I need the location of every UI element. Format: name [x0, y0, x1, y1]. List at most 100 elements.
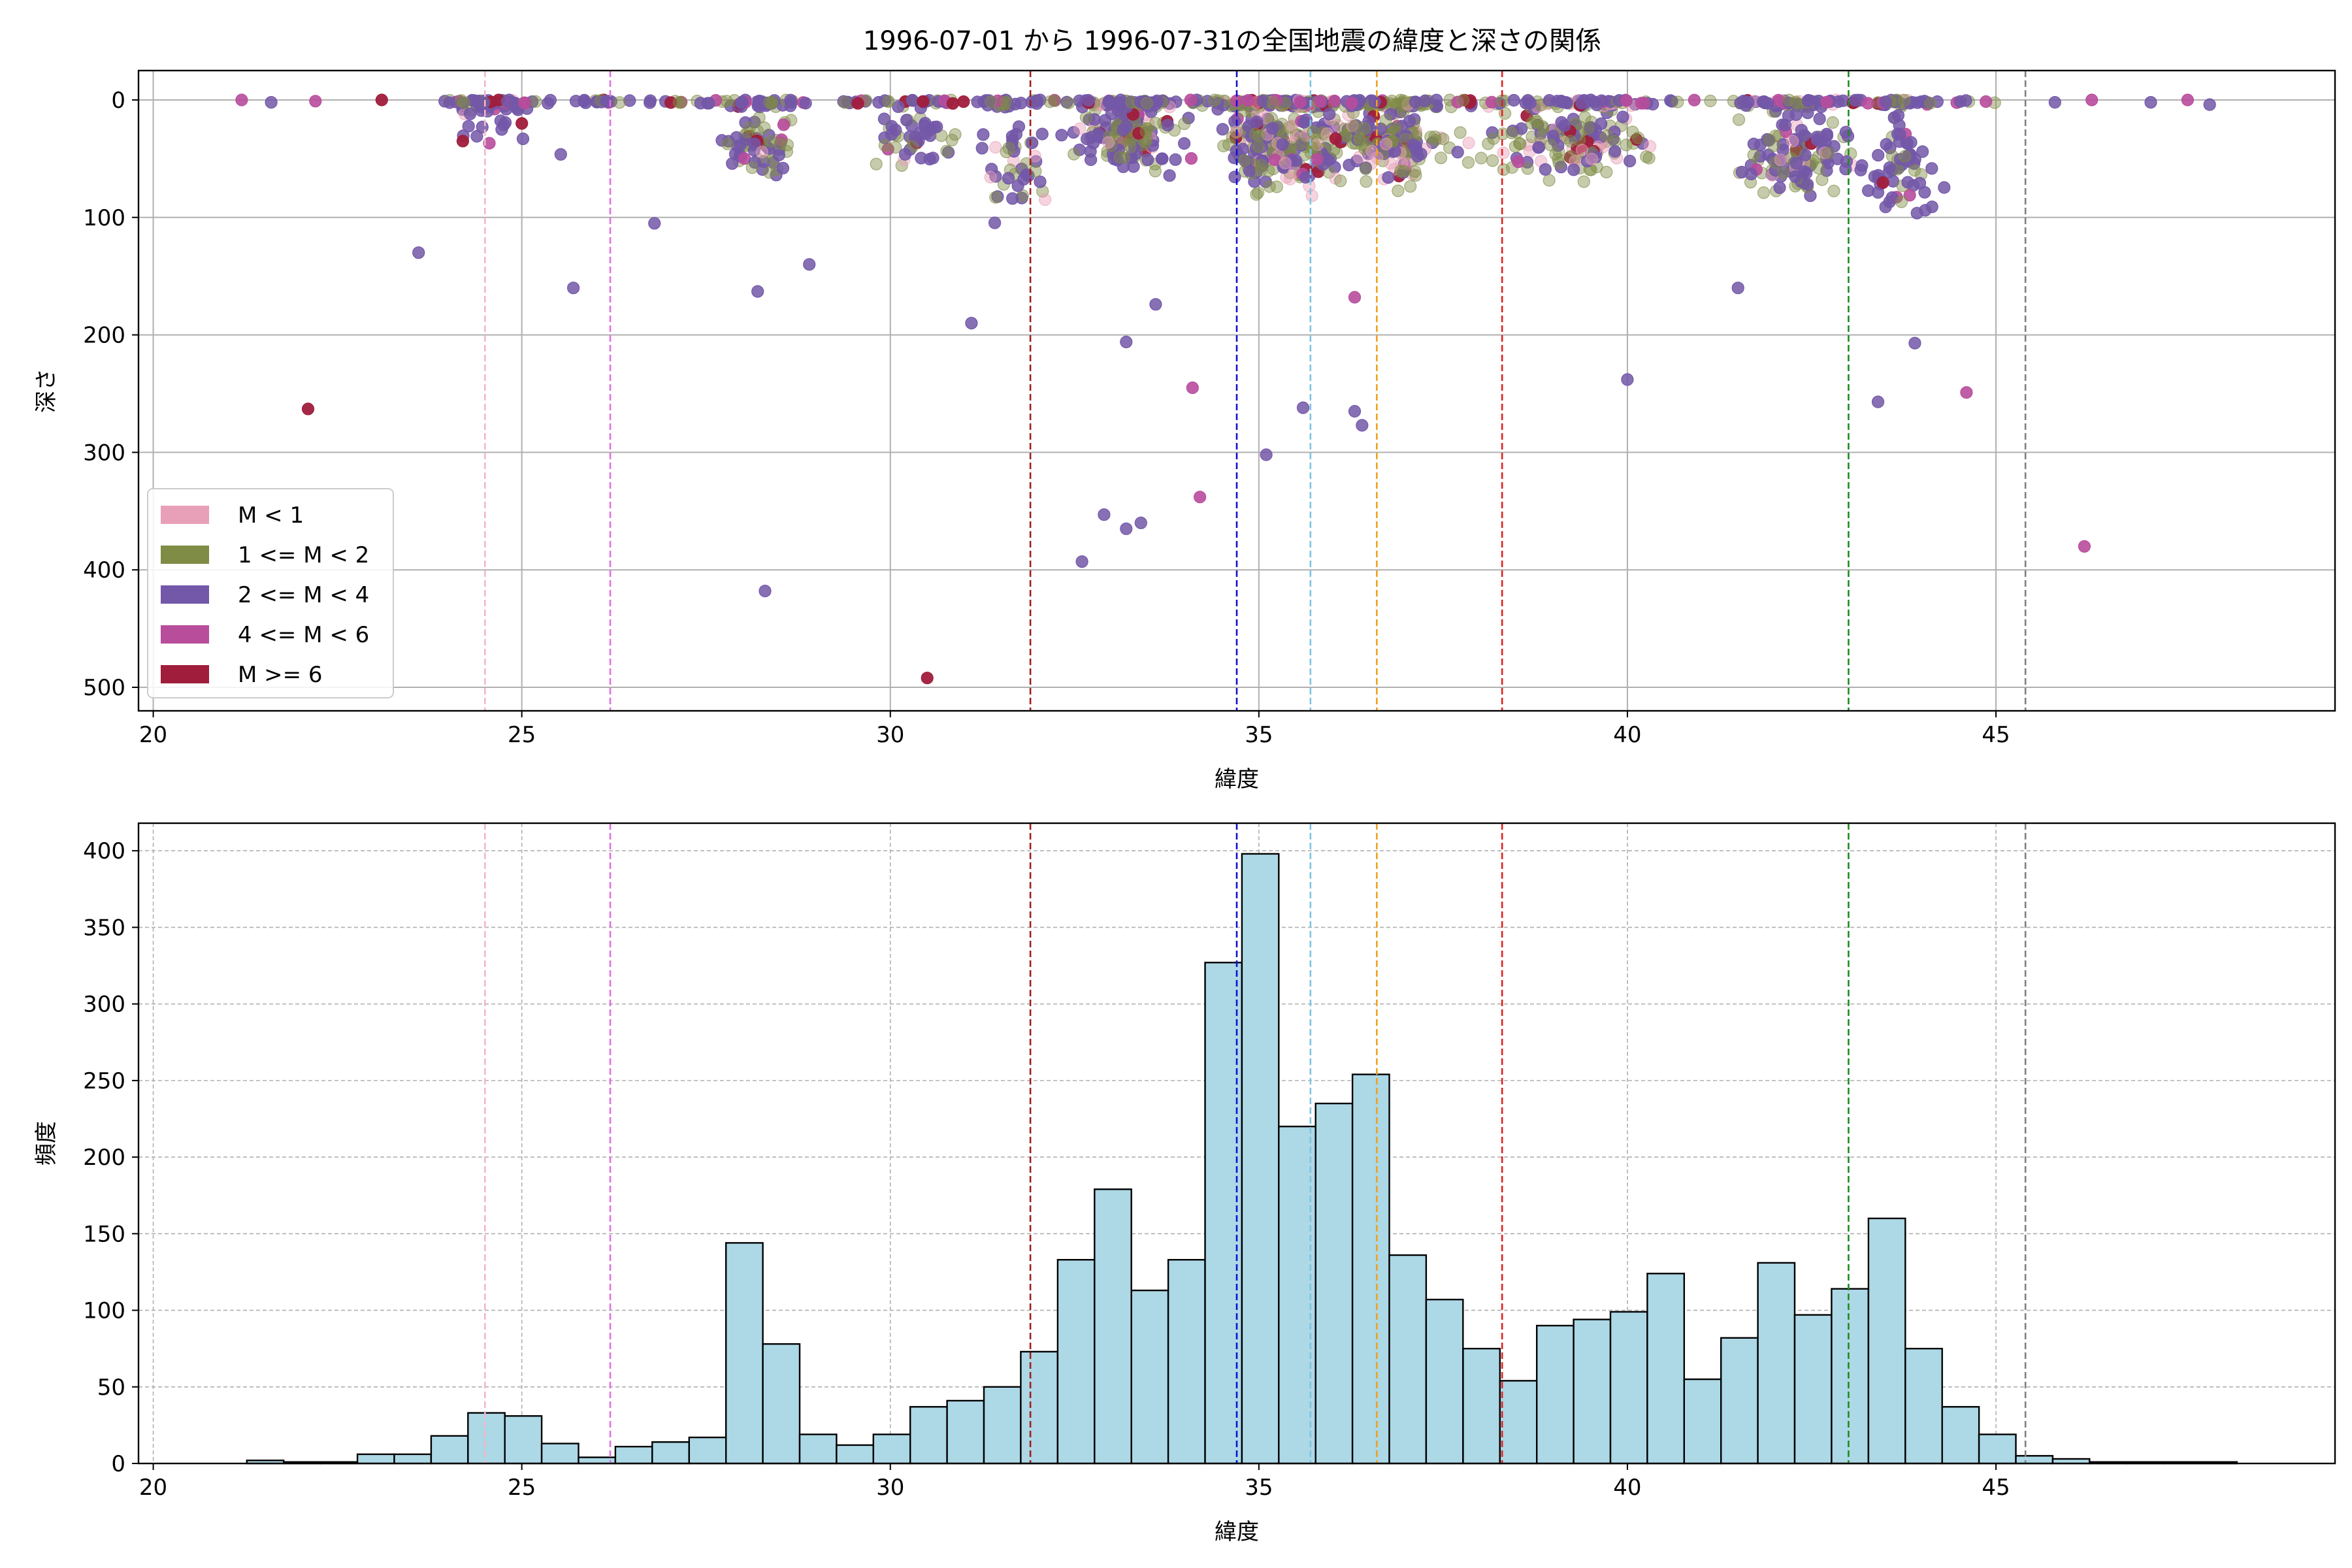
scatter-point: [1163, 169, 1176, 182]
scatter-point: [1818, 146, 1831, 159]
scatter-point: [1777, 167, 1790, 180]
scatter-point: [772, 148, 786, 161]
scatter-point: [803, 258, 816, 271]
histogram-bar: [1867, 1217, 1906, 1465]
scatter-point: [1908, 164, 1921, 177]
histogram-bar: [393, 1453, 433, 1465]
scatter-point: [1266, 97, 1280, 110]
scatter-point: [1396, 157, 1409, 170]
scatter-point: [1812, 161, 1825, 174]
histogram-bar: [356, 1453, 395, 1465]
scatter-point: [1600, 165, 1613, 178]
scatter-point: [375, 93, 388, 106]
histogram-bar: [430, 1435, 469, 1465]
scatter-point: [924, 123, 937, 136]
scatter-point: [1193, 491, 1207, 504]
scatter-point: [1250, 188, 1263, 201]
histogram-bar: [2015, 1455, 2054, 1465]
scatter-point: [1002, 142, 1015, 155]
scatter-point: [1260, 448, 1273, 461]
scatter-point: [1879, 201, 1892, 214]
scatter-y-tick-label: 0: [111, 88, 125, 114]
scatter-point: [1161, 119, 1175, 132]
scatter-point: [755, 146, 768, 159]
histogram-y-axis-label: 頻度: [33, 1121, 59, 1166]
legend-swatch: [161, 546, 209, 564]
scatter-point: [1742, 96, 1755, 109]
scatter-point: [2203, 98, 2216, 111]
scatter-point: [554, 148, 567, 161]
scatter-point: [764, 135, 777, 148]
scatter-point: [1903, 189, 1916, 202]
scatter-point: [1120, 522, 1133, 535]
scatter-point: [1382, 171, 1395, 184]
scatter-x-tick-label: 45: [1982, 722, 2010, 748]
histogram-x-tick-label: 35: [1245, 1475, 1273, 1501]
scatter-point: [648, 217, 661, 230]
histogram-y-tick-label: 200: [83, 1145, 125, 1171]
scatter-point: [1055, 129, 1068, 142]
chart-title: 1996-07-01 から 1996-07-31の全国地震の緯度と深さの関係: [863, 26, 1601, 56]
scatter-point: [1463, 96, 1477, 109]
scatter-point: [1236, 142, 1249, 155]
scatter-point: [838, 96, 852, 109]
scatter-point: [776, 161, 790, 174]
scatter-point: [1228, 115, 1241, 128]
histogram-bar: [725, 1242, 764, 1465]
histogram-bar: [946, 1399, 985, 1465]
histogram-bar: [1204, 962, 1243, 1465]
histogram-bar: [1462, 1347, 1501, 1465]
scatter-point: [777, 118, 791, 131]
scatter-point: [1798, 165, 1811, 178]
scatter-point: [672, 96, 686, 109]
histogram-frame: [137, 822, 2336, 1465]
histogram-bar: [798, 1433, 838, 1465]
scatter-point: [1002, 172, 1015, 185]
scatter-point: [1254, 163, 1267, 176]
scatter-point: [917, 95, 930, 108]
legend-label: 4 <= M < 6: [238, 622, 369, 648]
scatter-point: [1263, 180, 1276, 193]
scatter-point: [762, 166, 776, 179]
histogram-y-tick-label: 250: [83, 1068, 125, 1094]
histogram-y-tick-label: 100: [83, 1298, 125, 1324]
scatter-point: [1124, 140, 1137, 154]
scatter-point: [1268, 154, 1281, 167]
scatter-point: [1456, 93, 1469, 106]
histogram-bar: [872, 1433, 911, 1465]
scatter-point: [497, 118, 510, 131]
scatter-point: [1620, 94, 1633, 107]
scatter-point: [1832, 95, 1845, 108]
scatter-point: [1365, 144, 1379, 157]
histogram-bar: [1535, 1324, 1575, 1465]
scatter-point: [1801, 106, 1814, 120]
scatter-point: [1820, 95, 1833, 108]
scatter-point: [1505, 127, 1518, 140]
scatter-point: [1418, 94, 1431, 108]
scatter-point: [500, 95, 514, 108]
scatter-point: [1397, 165, 1411, 178]
scatter-point: [1388, 145, 1401, 158]
scatter-point: [965, 317, 978, 330]
scatter-point: [1084, 153, 1098, 167]
scatter-point: [2048, 96, 2061, 109]
scatter-point: [1241, 94, 1255, 107]
scatter-point: [984, 171, 997, 184]
scatter-x-tick-label: 30: [876, 722, 904, 748]
scatter-point: [1102, 95, 1115, 109]
scatter-point: [1248, 175, 1261, 188]
scatter-point: [1883, 161, 1896, 174]
scatter-point: [1307, 125, 1320, 139]
scatter-point: [1774, 154, 1787, 167]
scatter-point: [1567, 163, 1580, 176]
histogram-reference-lines: [483, 823, 2027, 1463]
scatter-point: [470, 130, 483, 143]
scatter-point: [1827, 184, 1840, 197]
scatter-point: [1216, 123, 1230, 136]
scatter-point: [1588, 95, 1601, 108]
scatter-point: [1080, 133, 1094, 146]
scatter-point: [989, 191, 1002, 204]
scatter-point: [940, 144, 953, 157]
scatter-point: [1813, 112, 1826, 125]
